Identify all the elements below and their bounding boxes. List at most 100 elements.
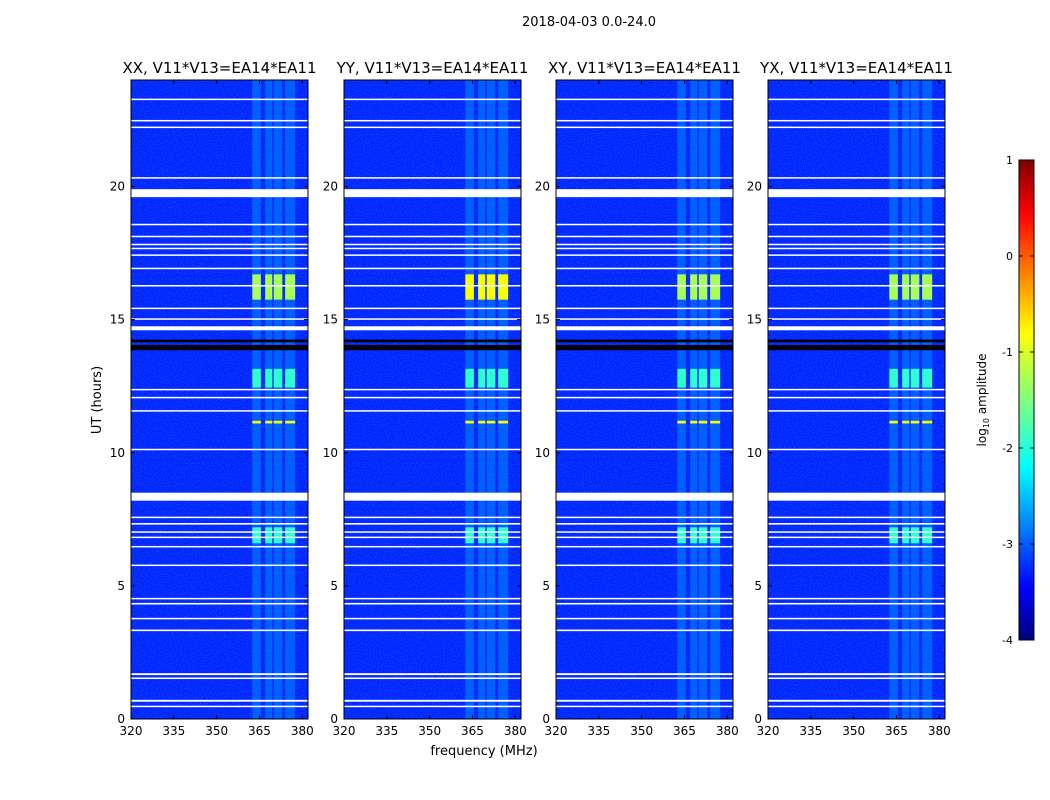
y-axis-label: UT (hours): [90, 366, 105, 434]
bright-event-cell: [273, 368, 283, 388]
flagged-band: [556, 119, 733, 122]
bright-event-cell: [285, 420, 296, 424]
flagged-band: [131, 189, 308, 198]
flagged-band: [556, 705, 733, 708]
bright-event-cell: [677, 527, 686, 544]
x-tick-label: 350: [842, 724, 865, 738]
bright-event-cell: [252, 527, 261, 544]
panels: 320 335 350 365 380 0 5 10 15 20 XX, V11*V13=EA14*…: [110, 59, 953, 738]
flagged-band: [344, 267, 521, 270]
y-tick-label: 5: [117, 579, 125, 593]
flagged-band: [344, 531, 521, 533]
flagged-band: [556, 492, 733, 501]
flagged-band: [768, 673, 945, 676]
colorbar-label-rest: amplitude: [975, 354, 989, 418]
rfi-column: [910, 80, 920, 719]
bright-event-cell: [910, 527, 920, 544]
rfi-column: [677, 80, 686, 719]
bright-event-cell: [922, 420, 933, 424]
x-axis-label: frequency (MHz): [430, 744, 537, 759]
panel-3: 320 335 350 365 380 0 5 10 15 20 YX, V11*V13=EA14*…: [747, 59, 953, 738]
colorbar-tick-label: 0: [1006, 250, 1013, 263]
flagged-band: [131, 177, 308, 179]
flagged-band: [556, 629, 733, 632]
flagged-band: [556, 388, 733, 391]
flagged-band: [344, 285, 521, 287]
flagged-band: [131, 536, 308, 539]
flagged-band: [344, 247, 521, 250]
panel-frame: [343, 79, 522, 720]
colorbar-label-sub: 10: [982, 418, 991, 428]
bright-event-cell: [922, 527, 933, 544]
flagged-band: [768, 254, 945, 256]
blackout-band: [556, 344, 733, 351]
y-tick-label: 0: [117, 712, 125, 726]
bright-event-cell: [889, 527, 898, 544]
y-tick-label: 15: [110, 313, 125, 327]
bright-event-cell: [465, 527, 474, 544]
flagged-band: [556, 597, 733, 600]
x-tick-label: 350: [630, 724, 653, 738]
flagged-band: [131, 119, 308, 122]
bright-event-cell: [910, 274, 920, 300]
bright-event-cell: [698, 420, 708, 424]
flagged-band: [768, 492, 945, 501]
bright-event-cell: [690, 527, 698, 544]
blackout-band: [131, 344, 308, 351]
flagged-band: [768, 545, 945, 548]
flagged-band: [556, 448, 733, 451]
x-tick-label: 365: [461, 724, 484, 738]
y-tick-label: 15: [323, 313, 338, 327]
flagged-band: [556, 617, 733, 620]
flagged-band: [344, 396, 521, 399]
flagged-band: [768, 267, 945, 270]
bright-event-cell: [486, 274, 496, 300]
flagged-band: [131, 326, 308, 331]
flagged-band: [556, 285, 733, 287]
bright-event-cell: [889, 274, 898, 300]
flagged-band: [768, 536, 945, 539]
flagged-band: [344, 523, 521, 525]
bright-event-cell: [285, 527, 296, 544]
bright-event-cell: [486, 368, 496, 388]
flagged-band: [131, 705, 308, 708]
flagged-band: [768, 516, 945, 519]
y-tick-label: 15: [535, 313, 550, 327]
rfi-column: [698, 80, 708, 719]
flagged-band: [131, 699, 308, 702]
flagged-band: [768, 98, 945, 101]
flagged-band: [344, 388, 521, 391]
bright-event-cell: [910, 420, 920, 424]
flagged-band: [768, 307, 945, 310]
bright-event-cell: [698, 368, 708, 388]
flagged-band: [556, 177, 733, 179]
bright-event-cell: [285, 368, 296, 388]
colorbar-ticks: 1 0 -1 -2 -3 -4: [1002, 154, 1034, 647]
panel-1: 320 335 350 365 380 0 5 10 15 20 YY, V11*V13=EA14*…: [323, 59, 529, 738]
flagged-band: [131, 235, 308, 238]
flagged-band: [344, 448, 521, 451]
flagged-band: [768, 119, 945, 122]
bright-event-cell: [498, 420, 509, 424]
bright-event-cell: [486, 527, 496, 544]
bright-event-cell: [922, 274, 933, 300]
y-tick-label: 10: [110, 446, 125, 460]
panel-title: XX, V11*V13=EA14*EA11: [122, 59, 316, 77]
bright-event-cell: [677, 274, 686, 300]
bright-event-cell: [273, 420, 283, 424]
rfi-column: [710, 80, 721, 719]
flagged-band: [556, 98, 733, 101]
flagged-band: [768, 326, 945, 331]
x-tick-label: 335: [587, 724, 610, 738]
bright-event-cell: [677, 420, 686, 424]
flagged-band: [768, 629, 945, 632]
bright-event-cell: [710, 527, 721, 544]
x-tick-label: 335: [162, 724, 185, 738]
bright-event-cell: [465, 420, 474, 424]
y-tick-label: 20: [535, 180, 550, 194]
bright-event-cell: [465, 274, 474, 300]
flagged-band: [768, 126, 945, 129]
panel-title: XY, V11*V13=EA14*EA11: [548, 59, 741, 77]
flagged-band: [131, 318, 308, 320]
flagged-band: [344, 307, 521, 310]
